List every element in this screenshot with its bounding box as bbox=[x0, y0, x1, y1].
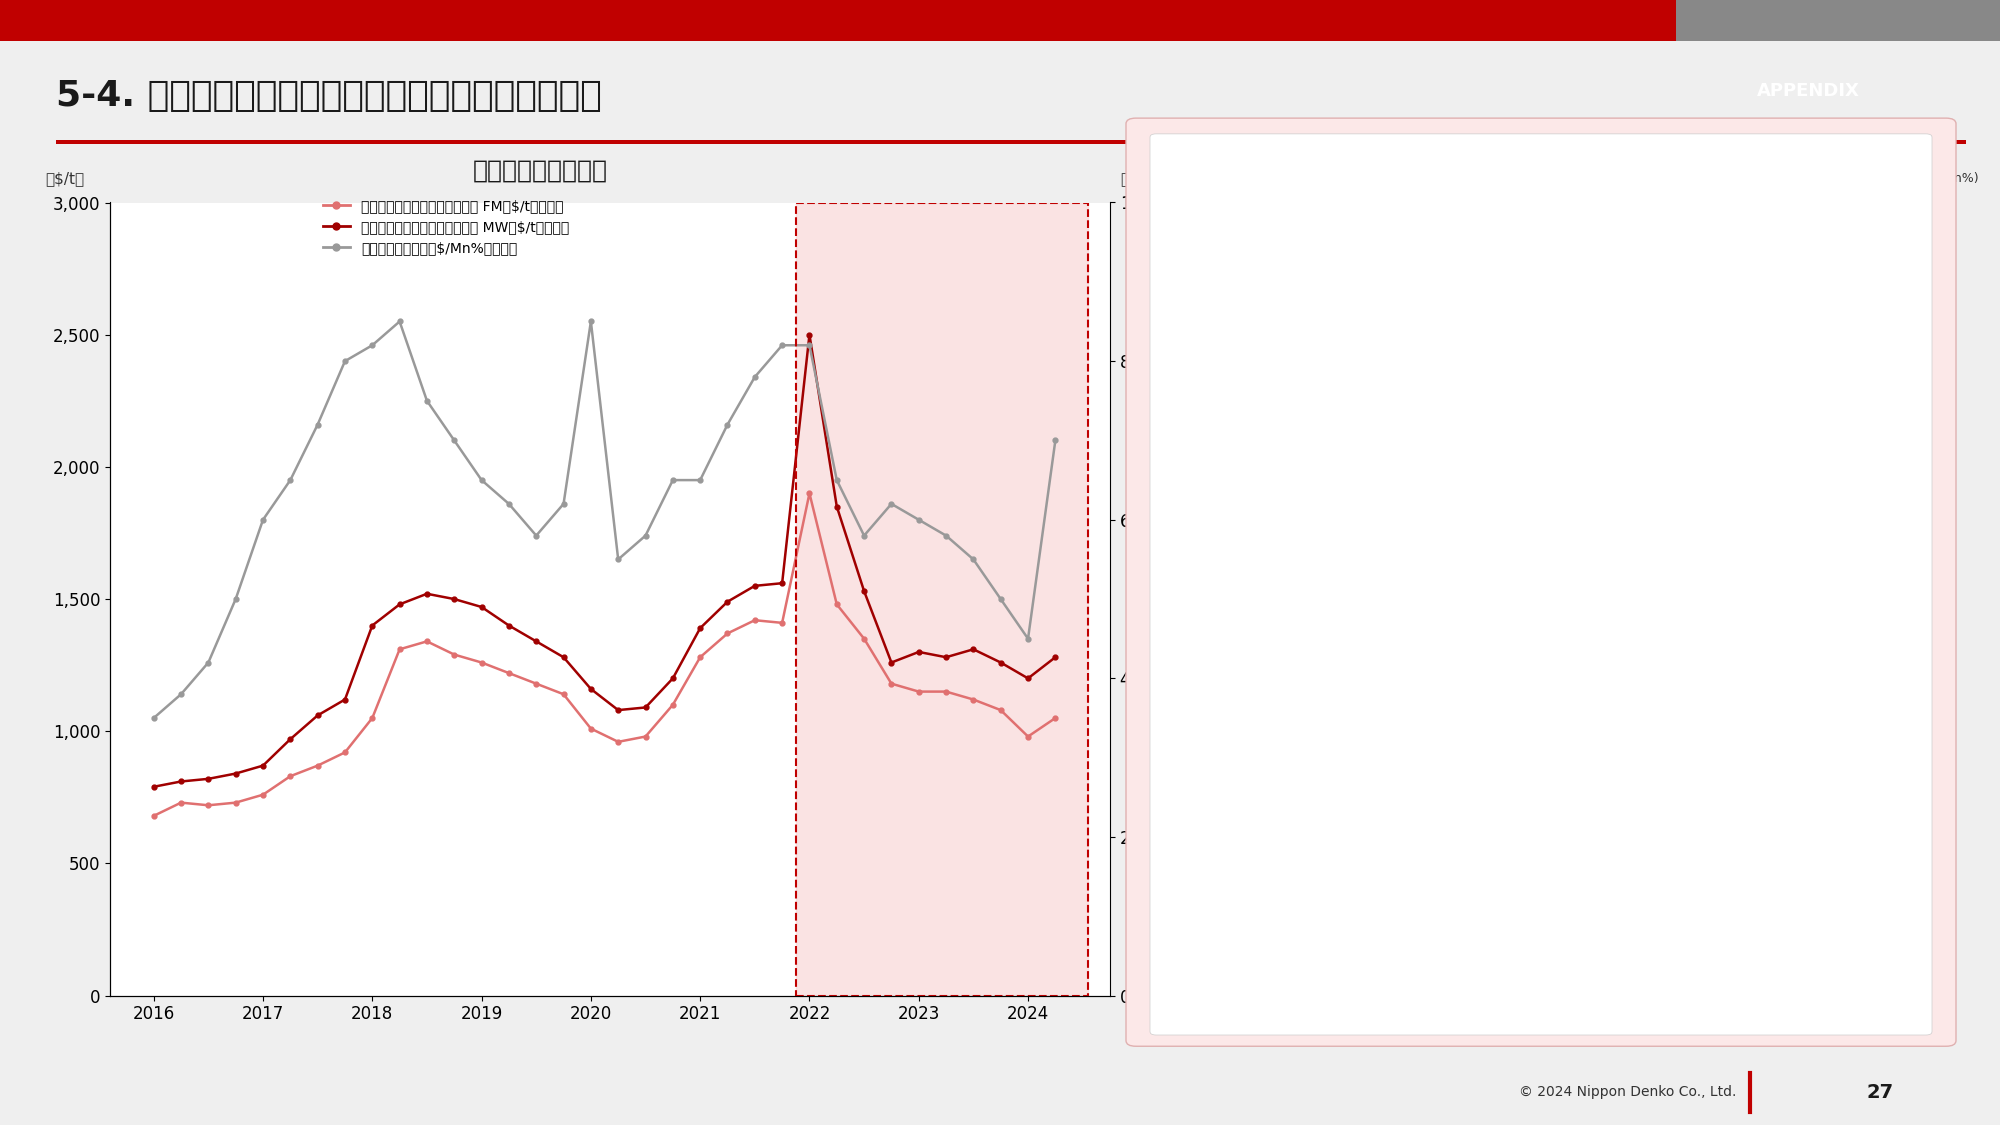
Text: 1,026: 1,026 bbox=[1536, 834, 1574, 847]
Text: 9.0: 9.0 bbox=[1820, 271, 1842, 285]
Text: 4.5: 4.5 bbox=[1544, 979, 1566, 991]
Text: © 2024 Nippon Denko Co., Ltd.: © 2024 Nippon Denko Co., Ltd. bbox=[1518, 1086, 1736, 1099]
Text: （$/Mn%）: （$/Mn%） bbox=[1120, 171, 1190, 186]
Text: 高炭素フェロマンガン米国（$/t）: 高炭素フェロマンガン米国（$/t） bbox=[1180, 906, 1294, 919]
Text: 高炭素フェロマンガン欧州（$/t）: 高炭素フェロマンガン欧州（$/t） bbox=[1180, 834, 1294, 847]
Text: 1,425: 1,425 bbox=[1536, 906, 1574, 919]
Bar bbox=[1632, 736, 1780, 802]
Text: 増　減: 増 減 bbox=[1838, 763, 1862, 776]
Text: 2023年7月: 2023年7月 bbox=[1524, 763, 1586, 776]
Bar bbox=[1784, 736, 1916, 802]
Text: 150: 150 bbox=[1838, 906, 1862, 919]
Bar bbox=[1164, 951, 1916, 1019]
Text: 1,575: 1,575 bbox=[1688, 906, 1726, 919]
Text: 2024年7月: 2024年7月 bbox=[1676, 763, 1738, 776]
Text: 355: 355 bbox=[1838, 834, 1862, 847]
Legend: 高炭素フェロマンガン欧州市況 FM（$/t・左軸）, 高炭素フェロマンガン米国市況 MW（$/t・左軸）, マンガン鉱石市況（$/Mn%・右軸）: 高炭素フェロマンガン欧州市況 FM（$/t・左軸）, 高炭素フェロマンガン米国市… bbox=[316, 193, 576, 261]
Text: 拡大版・月毎市況推移（2022年1月〜2024年7月）: 拡大版・月毎市況推移（2022年1月〜2024年7月） bbox=[1386, 154, 1694, 172]
Text: 5-4. 高炭素フェロマンガン・マンガン鉱石市況動向: 5-4. 高炭素フェロマンガン・マンガン鉱石市況動向 bbox=[56, 79, 602, 113]
Text: 1,381: 1,381 bbox=[1688, 834, 1726, 847]
Text: 四半期毎　市況推移: 四半期毎 市況推移 bbox=[472, 159, 608, 183]
Text: マンガン鉱石（$/Mn%）: マンガン鉱石（$/Mn%） bbox=[1180, 979, 1276, 991]
Text: APPENDIX: APPENDIX bbox=[1756, 82, 1860, 100]
Text: （$/t）: （$/t） bbox=[44, 171, 84, 186]
FancyBboxPatch shape bbox=[1132, 135, 1948, 191]
Text: 1,575: 1,575 bbox=[1832, 534, 1872, 547]
Bar bbox=[796, 202, 1088, 996]
Text: ($/Mn%): ($/Mn%) bbox=[1926, 172, 1980, 184]
Text: 1,381: 1,381 bbox=[1914, 596, 1952, 609]
Text: 27: 27 bbox=[1866, 1083, 1894, 1101]
Text: 4.5: 4.5 bbox=[1840, 979, 1860, 991]
Text: 9.0: 9.0 bbox=[1696, 979, 1716, 991]
Text: ($/t): ($/t) bbox=[1154, 172, 1182, 184]
Text: 9.0: 9.0 bbox=[1820, 274, 1842, 287]
Bar bbox=[1164, 878, 1916, 947]
Bar bbox=[1164, 806, 1916, 875]
Bar bbox=[796, 202, 1088, 996]
Bar bbox=[1482, 736, 1628, 802]
